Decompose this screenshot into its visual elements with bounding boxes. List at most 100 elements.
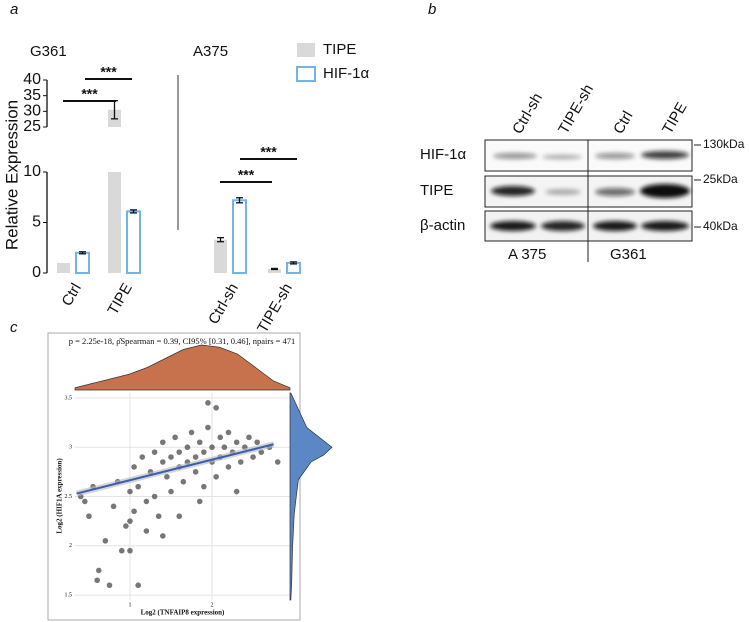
cell-line-label: A 375: [508, 246, 546, 263]
point: [118, 547, 125, 554]
y-density: [289, 392, 333, 601]
band: [491, 186, 535, 196]
significance-label: ***: [81, 86, 98, 102]
point: [160, 459, 166, 465]
bar: [126, 210, 141, 274]
band: [641, 221, 689, 231]
point: [225, 464, 232, 470]
bar: [108, 172, 121, 273]
point: [180, 478, 187, 485]
y-tick-label: 2: [69, 543, 72, 549]
point: [188, 429, 195, 436]
bar: [232, 199, 247, 274]
point: [184, 444, 191, 451]
point: [135, 582, 141, 589]
point: [201, 483, 207, 490]
panel-label: c: [10, 319, 18, 336]
y-tick-label: 40: [23, 71, 41, 88]
y-axis-label: Log2 (HIF1A expression): [56, 458, 64, 534]
panel-label: b: [428, 1, 436, 18]
y-tick-label: 2.5: [65, 494, 73, 500]
lane-label: TIPE-sh: [555, 82, 597, 137]
panel-label: a: [10, 1, 18, 18]
y-tick-label: 30: [23, 103, 41, 120]
point: [233, 488, 240, 495]
x-tick-label: 1: [128, 602, 131, 608]
band: [545, 189, 581, 195]
point: [127, 488, 133, 495]
size-label: 40kDa: [703, 219, 738, 233]
point: [176, 513, 183, 520]
band: [593, 221, 637, 231]
point: [127, 547, 133, 554]
point: [123, 523, 129, 529]
point: [151, 493, 158, 500]
point: [143, 498, 150, 505]
row-label: TIPE: [420, 182, 453, 199]
x-tick-label: TIPE-sh: [254, 280, 296, 335]
point: [82, 498, 88, 505]
row-label: HIF-1α: [420, 146, 467, 163]
significance-label: ***: [238, 167, 255, 183]
x-tick-label: Ctrl: [59, 280, 85, 309]
point: [160, 533, 166, 539]
point: [94, 577, 100, 584]
y-tick-label: 35: [23, 87, 41, 104]
point: [205, 424, 211, 431]
point: [164, 473, 170, 480]
legend-swatch: [297, 43, 315, 57]
band: [542, 154, 582, 160]
point: [217, 434, 224, 441]
y-tick-label: 25: [23, 118, 41, 135]
point: [274, 459, 281, 465]
point: [110, 503, 117, 510]
point: [209, 444, 215, 451]
point: [172, 434, 178, 441]
band: [640, 184, 690, 198]
point: [213, 404, 219, 411]
point: [155, 513, 162, 520]
size-label: 130kDa: [703, 137, 745, 151]
point: [246, 434, 252, 441]
point: [131, 464, 137, 470]
legend-label: TIPE: [323, 41, 356, 58]
band: [493, 153, 537, 159]
lane-label: Ctrl-sh: [509, 90, 546, 137]
y-tick-label: 3: [69, 445, 72, 451]
y-tick-label: 0: [32, 264, 41, 281]
bar: [75, 251, 90, 275]
band: [541, 221, 585, 231]
significance-label: ***: [100, 64, 117, 80]
x-tick-label: TIPE: [105, 280, 136, 317]
cell-line-label: G361: [610, 246, 647, 263]
point: [86, 513, 92, 520]
point: [143, 528, 150, 534]
size-label: 25kDa: [703, 172, 738, 186]
point: [176, 449, 183, 455]
point: [131, 508, 137, 515]
y-tick-label: 3.5: [65, 395, 73, 401]
point: [213, 473, 219, 480]
point: [95, 567, 102, 574]
lane-label: TIPE: [659, 100, 690, 137]
legend-label: HIF-1α: [323, 65, 370, 82]
point: [196, 498, 203, 505]
fit-line: [76, 443, 274, 495]
bar: [57, 262, 70, 273]
bar: [214, 239, 227, 273]
legend-swatch: [296, 66, 316, 82]
point: [221, 444, 228, 451]
band: [641, 151, 689, 159]
point: [205, 400, 211, 406]
lane-label: Ctrl: [610, 108, 636, 137]
chart-title: p = 2.25e-18, ρ̂Spearman = 0.39, CI95% […: [69, 336, 296, 346]
row-label: β-actin: [420, 217, 465, 234]
point: [254, 439, 260, 446]
y-tick-label: 1.5: [65, 592, 73, 598]
blot: [484, 139, 693, 262]
x-tick-label: 2: [211, 602, 214, 608]
band: [595, 188, 635, 196]
point: [102, 538, 109, 544]
